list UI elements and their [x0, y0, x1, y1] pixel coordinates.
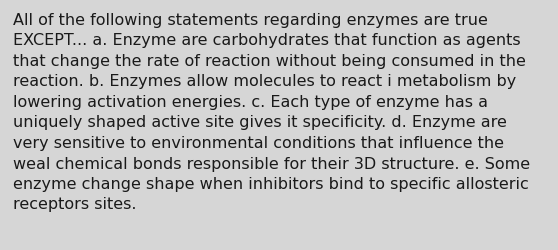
Text: enzyme change shape when inhibitors bind to specific allosteric: enzyme change shape when inhibitors bind… — [13, 176, 529, 191]
Text: uniquely shaped active site gives it specificity. d. Enzyme are: uniquely shaped active site gives it spe… — [13, 115, 507, 130]
Text: that change the rate of reaction without being consumed in the: that change the rate of reaction without… — [13, 54, 526, 69]
Text: lowering activation energies. c. Each type of enzyme has a: lowering activation energies. c. Each ty… — [13, 94, 488, 110]
Text: very sensitive to environmental conditions that influence the: very sensitive to environmental conditio… — [13, 136, 504, 150]
Text: receptors sites.: receptors sites. — [13, 197, 137, 212]
Text: weal chemical bonds responsible for their 3D structure. e. Some: weal chemical bonds responsible for thei… — [13, 156, 530, 171]
Text: reaction. b. Enzymes allow molecules to react i metabolism by: reaction. b. Enzymes allow molecules to … — [13, 74, 516, 89]
Text: All of the following statements regarding enzymes are true: All of the following statements regardin… — [13, 13, 488, 28]
Text: EXCEPT... a. Enzyme are carbohydrates that function as agents: EXCEPT... a. Enzyme are carbohydrates th… — [13, 33, 521, 48]
